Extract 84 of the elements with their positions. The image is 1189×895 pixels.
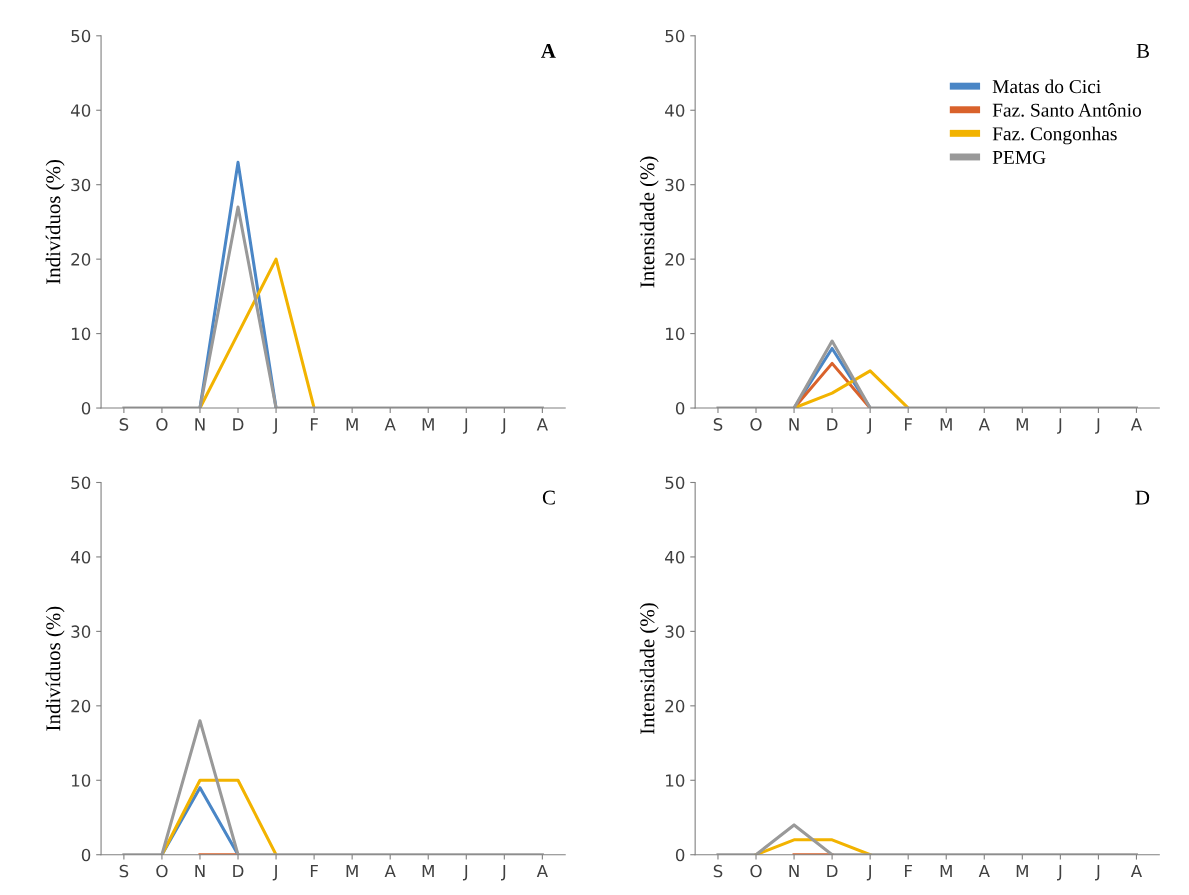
y-tick-label: 20	[71, 699, 91, 713]
legend-label: Faz. Santo Antônio	[992, 103, 1142, 117]
x-tick-label: A	[536, 864, 548, 878]
x-tick-label: D	[233, 418, 244, 431]
y-tick-label: 30	[665, 178, 685, 192]
y-tick-label: 20	[665, 253, 685, 266]
x-tick-label: O	[750, 864, 762, 878]
x-tick-label: J	[1095, 418, 1100, 434]
x-tick-label: D	[827, 418, 838, 431]
x-tick-label: S	[119, 418, 129, 431]
x-tick-label: D	[827, 864, 838, 878]
x-tick-label: O	[750, 418, 762, 431]
y-tick-label: 40	[70, 550, 91, 564]
x-tick-label: O	[156, 418, 168, 431]
x-tick-label: S	[119, 864, 129, 878]
x-tick-label: M	[422, 418, 434, 431]
x-tick-label: J	[462, 418, 468, 434]
x-tick-label: N	[789, 418, 799, 431]
x-tick-label: J	[1057, 418, 1062, 434]
y-tick-label: 50	[71, 476, 91, 490]
x-tick-label: D	[233, 864, 244, 878]
y-axis-title: Indivíduos (%)	[45, 606, 65, 731]
x-tick-label: J	[501, 418, 506, 434]
x-tick-label: F	[310, 864, 318, 878]
y-tick-label: 40	[665, 550, 685, 564]
x-tick-label: A	[536, 418, 548, 431]
x-tick-label: M	[1016, 864, 1028, 878]
y-axis-title: Indivíduos (%)	[45, 160, 65, 284]
x-tick-label: J	[866, 418, 871, 434]
x-tick-label: J	[272, 418, 277, 434]
x-tick-label: N	[789, 864, 799, 878]
y-tick-label: 50	[665, 29, 685, 43]
y-tick-label: 0	[675, 402, 685, 415]
x-tick-label: J	[501, 864, 506, 881]
y-tick-label: 10	[71, 327, 91, 341]
x-tick-label: J	[272, 864, 277, 881]
x-tick-label: M	[1016, 418, 1028, 431]
x-tick-label: A	[978, 418, 990, 431]
annotation: C	[542, 490, 555, 505]
x-tick-label: A	[1130, 864, 1143, 878]
x-tick-label: F	[310, 418, 318, 431]
x-tick-label: M	[940, 864, 952, 878]
y-tick-label: 50	[665, 476, 685, 490]
y-axis-title: Intensidade (%)	[639, 156, 659, 288]
y-tick-label: 40	[665, 104, 685, 117]
x-tick-label: S	[713, 864, 723, 878]
x-tick-label: J	[1095, 864, 1100, 881]
x-tick-label: M	[346, 864, 358, 878]
x-tick-label: M	[346, 418, 358, 431]
y-tick-label: 20	[665, 699, 685, 713]
y-tick-label: 30	[71, 178, 91, 192]
x-tick-label: J	[462, 864, 468, 881]
x-tick-label: O	[156, 864, 168, 878]
x-tick-label: F	[905, 864, 913, 878]
x-tick-label: A	[384, 864, 396, 878]
x-tick-label: N	[195, 418, 205, 431]
legend-label: Matas do Cici	[992, 79, 1101, 94]
y-tick-label: 10	[71, 774, 91, 787]
x-tick-label: S	[713, 418, 723, 431]
y-tick-label: 0	[81, 848, 91, 862]
x-tick-label: A	[1130, 418, 1143, 431]
x-tick-label: N	[195, 864, 205, 878]
y-tick-label: 50	[71, 29, 91, 43]
x-tick-label: M	[940, 418, 952, 431]
annotation: D	[1135, 490, 1150, 505]
annotation: B	[1136, 44, 1149, 58]
y-tick-label: 30	[71, 625, 91, 638]
x-tick-label: A	[384, 418, 396, 431]
y-tick-label: 30	[665, 625, 685, 638]
y-tick-label: 0	[675, 848, 685, 862]
y-tick-label: 40	[70, 104, 91, 117]
x-tick-label: J	[1057, 864, 1062, 881]
x-tick-label: F	[905, 418, 913, 431]
x-tick-label: A	[978, 864, 990, 878]
y-tick-label: 10	[666, 774, 685, 787]
x-tick-label: M	[422, 864, 434, 878]
legend-label: PEMG	[992, 150, 1046, 164]
x-tick-label: J	[866, 864, 871, 881]
annotation: A	[541, 43, 556, 58]
legend-label: Faz. Congonhas	[992, 126, 1117, 145]
y-tick-label: 10	[666, 327, 685, 341]
y-tick-label: 20	[71, 253, 91, 266]
y-axis-title: Intensidade (%)	[639, 603, 659, 735]
y-tick-label: 0	[81, 402, 91, 415]
